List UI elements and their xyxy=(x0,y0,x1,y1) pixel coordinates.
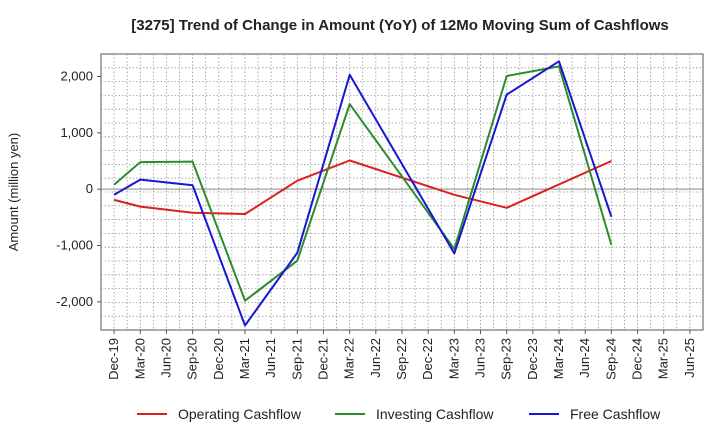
x-tick-label: Mar-21 xyxy=(237,338,252,379)
x-tick-label: Dec-20 xyxy=(211,338,226,380)
x-tick-label: Jun-25 xyxy=(682,338,697,378)
series-lines xyxy=(113,60,613,327)
y-tick-label: -2,000 xyxy=(56,294,93,309)
grid-lines xyxy=(101,54,703,330)
x-tick-label: Mar-24 xyxy=(551,338,566,379)
y-tick-label: 1,000 xyxy=(60,125,93,140)
y-tick-label: 0 xyxy=(86,181,93,196)
chart-title: [3275] Trend of Change in Amount (YoY) o… xyxy=(131,17,669,34)
x-tick-label: Jun-20 xyxy=(158,338,173,378)
free-cashflow-line xyxy=(113,60,613,327)
x-tick-label: Sep-24 xyxy=(603,338,618,380)
investing-cashflow-line xyxy=(113,65,613,302)
x-tick-label: Jun-21 xyxy=(263,338,278,378)
x-tick-label: Dec-19 xyxy=(106,338,121,380)
y-axis: -2,000 -1,000 0 1,000 2,000 xyxy=(56,69,101,309)
legend-label-operating-cashflow: Operating Cashflow xyxy=(178,406,302,422)
x-axis: Dec-19 Mar-20 Jun-20 Sep-20 Dec-20 Mar-21 Jun-… xyxy=(106,330,697,380)
x-tick-label: Jun-24 xyxy=(577,338,592,378)
y-tick-label: 2,000 xyxy=(60,69,93,84)
x-tick-label: Mar-22 xyxy=(342,338,357,379)
legend-label-free-cashflow: Free Cashflow xyxy=(570,406,661,422)
x-tick-label: Mar-23 xyxy=(446,338,461,379)
legend-label-investing-cashflow: Investing Cashflow xyxy=(376,406,494,422)
x-tick-label: Dec-22 xyxy=(420,338,435,380)
y-axis-label: Amount (million yen) xyxy=(6,133,21,252)
x-tick-label: Dec-23 xyxy=(525,338,540,380)
x-tick-label: Sep-22 xyxy=(394,338,409,380)
x-tick-label: Jun-22 xyxy=(368,338,383,378)
x-tick-label: Dec-21 xyxy=(315,338,330,380)
x-tick-label: Mar-20 xyxy=(132,338,147,379)
legend: Operating Cashflow Investing Cashflow Free… xyxy=(137,406,661,422)
x-tick-label: Jun-23 xyxy=(473,338,488,378)
x-tick-label: Sep-21 xyxy=(289,338,304,380)
x-tick-label: Sep-20 xyxy=(185,338,200,380)
x-tick-label: Sep-23 xyxy=(499,338,514,380)
x-tick-label: Mar-25 xyxy=(656,338,671,379)
operating-cashflow-line xyxy=(113,159,612,215)
y-tick-label: -1,000 xyxy=(56,238,93,253)
x-tick-label: Dec-24 xyxy=(630,338,645,380)
